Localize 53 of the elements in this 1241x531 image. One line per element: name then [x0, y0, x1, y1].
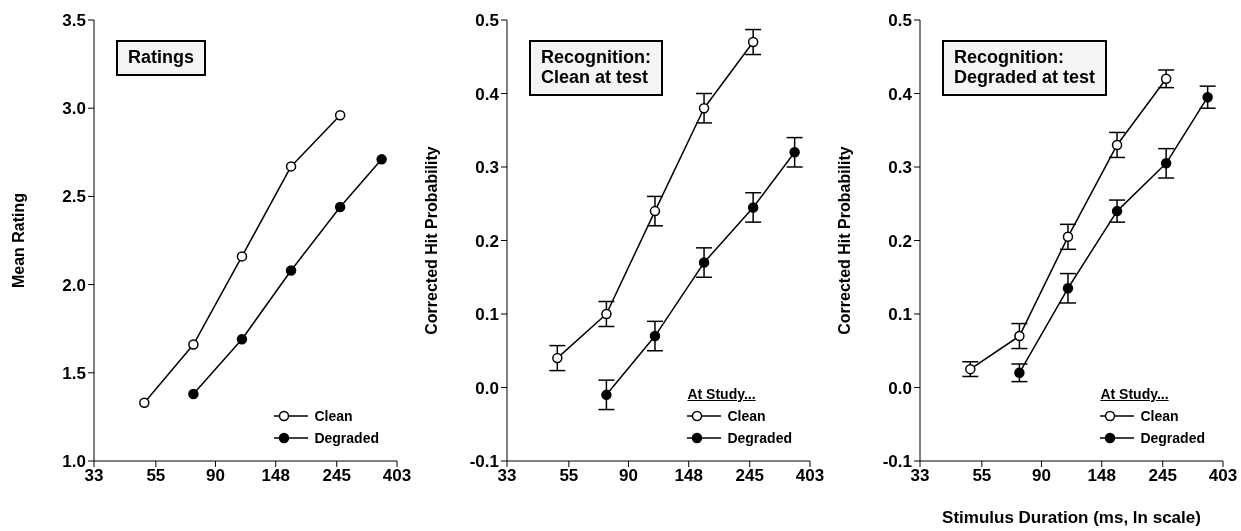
x-tick-label: 55 [559, 466, 579, 486]
legend-title: At Study... [687, 386, 757, 402]
y-tick-label: 3.5 [62, 11, 86, 31]
x-tick-label: 55 [146, 466, 166, 486]
text: Recognition: Clean at test [529, 40, 663, 96]
x-tick-label: 90 [619, 466, 638, 486]
y-tick-label: 2.5 [62, 187, 86, 207]
y-tick-label: 0.3 [888, 158, 912, 178]
y-axis-title: Corrected Hit Probability [835, 146, 853, 335]
y-tick-label: 2.0 [62, 275, 86, 295]
text: Ratings [116, 40, 207, 76]
x-tick-label: 33 [910, 466, 930, 486]
x-tick-label: 245 [322, 466, 351, 486]
x-tick-label: 245 [735, 466, 764, 486]
x-tick-label: 33 [84, 466, 104, 486]
legend-title: At Study... [1100, 386, 1170, 402]
x-tick-label: 90 [1032, 466, 1051, 486]
y-tick-label: 0.5 [888, 11, 912, 31]
x-tick-label: 55 [972, 466, 992, 486]
y-tick-label: 0.5 [475, 11, 499, 31]
x-tick-label: 403 [795, 466, 825, 486]
text: Recognition: Degraded at test [942, 40, 1108, 96]
legend-label: Degraded [314, 430, 379, 446]
y-axis-title: Mean Rating [9, 192, 27, 289]
y-tick-label: 1.5 [62, 363, 86, 383]
legend-label: Degraded [727, 430, 792, 446]
x-tick-label: 90 [206, 466, 225, 486]
y-tick-label: 1.0 [62, 452, 86, 472]
legend-label: Clean [727, 408, 766, 424]
x-axis-title: Stimulus Duration (ms, ln scale) [942, 508, 1201, 527]
y-tick-label: 0.1 [475, 305, 499, 325]
x-tick-label: 33 [497, 466, 517, 486]
y-tick-label: 0.1 [888, 305, 912, 325]
legend-label: Degraded [1140, 430, 1205, 446]
x-tick-label: 403 [382, 466, 412, 486]
x-tick-label: 148 [1087, 466, 1116, 486]
y-tick-label: 0.3 [475, 158, 499, 178]
x-tick-label: 148 [674, 466, 703, 486]
y-tick-label: 0.2 [888, 231, 912, 251]
x-tick-label: 245 [1148, 466, 1177, 486]
legend-label: Clean [314, 408, 353, 424]
y-tick-label: 0.0 [475, 378, 499, 398]
y-tick-label: 0.4 [888, 84, 913, 104]
y-tick-label: 0.4 [475, 84, 500, 104]
x-tick-label: 148 [261, 466, 290, 486]
y-tick-label: 3.0 [62, 99, 86, 119]
y-tick-label: -0.1 [882, 452, 912, 472]
y-tick-label: -0.1 [469, 452, 499, 472]
x-tick-label: 403 [1208, 466, 1238, 486]
y-axis-title: Corrected Hit Probability [422, 146, 440, 335]
y-tick-label: 0.0 [888, 378, 912, 398]
y-tick-label: 0.2 [475, 231, 499, 251]
legend-label: Clean [1140, 408, 1179, 424]
